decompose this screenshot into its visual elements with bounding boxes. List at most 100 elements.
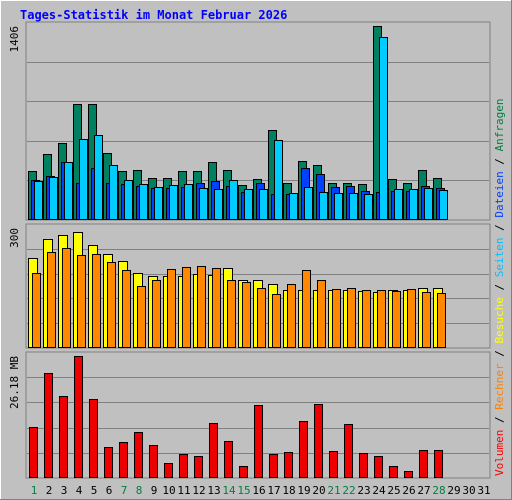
bar-seiten-day-9 [154,187,163,220]
bar-volumen-day-5 [89,399,98,478]
bar-volumen-day-21 [329,451,338,478]
day-label-25: 25 [387,484,400,497]
legend-item: / [493,277,506,297]
bar-seiten-day-16 [259,189,268,220]
bar-seiten-day-3 [64,162,73,220]
bar-volumen-day-27 [419,450,428,478]
day-label-11: 11 [177,484,190,497]
day-label-31: 31 [477,484,490,497]
bar-volumen-day-2 [44,373,53,478]
bar-seiten-day-2 [49,177,58,220]
bar-seiten-day-11 [184,184,193,220]
bar-volumen-day-19 [299,421,308,478]
day-label-29: 29 [447,484,460,497]
bar-seiten-day-17 [274,140,283,220]
bar-rechner-day-27 [422,292,431,348]
day-label-24: 24 [372,484,386,497]
bar-seiten-day-27 [424,188,433,220]
bar-volumen-day-14 [224,441,233,478]
day-label-21: 21 [327,484,340,497]
day-label-4: 4 [76,484,83,497]
day-label-1: 1 [31,484,38,497]
day-label-3: 3 [61,484,68,497]
legend: Volumen / Rechner / Besuche / Seiten / D… [493,98,506,476]
bar-rechner-day-25 [392,291,401,348]
day-label-19: 19 [297,484,310,497]
frame-highlight-top [0,0,512,1]
bar-rechner-day-9 [152,280,161,348]
bar-rechner-day-15 [242,282,251,348]
bar-volumen-day-16 [254,405,263,478]
day-label-28: 28 [432,484,445,497]
bar-volumen-day-23 [359,453,368,478]
bar-seiten-day-12 [199,188,208,220]
bar-volumen-day-3 [59,396,68,478]
day-label-7: 7 [121,484,128,497]
day-label-17: 17 [267,484,280,497]
legend-item: Volumen [493,430,506,476]
y-max-label-bottom: 26.18 MB [8,356,21,409]
day-label-22: 22 [342,484,355,497]
legend-item: Dateien [493,171,506,217]
bar-volumen-day-15 [239,466,248,478]
day-label-23: 23 [357,484,370,497]
bar-seiten-day-14 [229,180,238,220]
day-label-12: 12 [192,484,205,497]
bar-rechner-day-17 [272,294,281,348]
bar-volumen-day-4 [74,356,83,478]
legend-item: / [493,344,506,364]
bar-volumen-day-9 [149,445,158,478]
bar-seiten-day-20 [319,192,328,220]
day-label-26: 26 [402,484,415,497]
day-label-27: 27 [417,484,430,497]
bar-rechner-day-23 [362,290,371,348]
bar-seiten-day-7 [124,180,133,220]
bar-volumen-day-1 [29,427,38,478]
day-label-14: 14 [222,484,236,497]
bar-volumen-day-10 [164,463,173,478]
bar-rechner-day-13 [212,268,221,348]
bar-seiten-day-13 [214,189,223,220]
day-label-8: 8 [136,484,143,497]
bar-rechner-day-28 [437,293,446,348]
bar-rechner-day-14 [227,280,236,348]
bar-seiten-day-1 [34,181,43,220]
bar-rechner-day-20 [317,280,326,348]
bar-volumen-day-24 [374,456,383,478]
bar-seiten-day-4 [79,139,88,220]
bar-volumen-day-12 [194,456,203,478]
day-label-18: 18 [282,484,295,497]
day-label-10: 10 [162,484,175,497]
bar-rechner-day-2 [47,252,56,348]
y-max-label-top: 1406 [8,26,21,53]
day-label-6: 6 [106,484,113,497]
chart-title: Tages-Statistik im Monat Februar 2026 [20,8,288,22]
bar-rechner-day-21 [332,289,341,348]
bar-seiten-day-23 [364,194,373,220]
day-label-30: 30 [462,484,475,497]
bar-seiten-day-5 [94,135,103,220]
day-label-16: 16 [252,484,265,497]
bar-rechner-day-3 [62,248,71,348]
bar-seiten-day-19 [304,187,313,220]
bar-seiten-day-10 [169,185,178,220]
day-label-13: 13 [207,484,220,497]
bar-seiten-day-18 [289,193,298,220]
bar-rechner-day-16 [257,288,266,348]
bar-volumen-day-7 [119,442,128,478]
bar-volumen-day-18 [284,452,293,478]
bar-rechner-day-1 [32,273,41,348]
bar-rechner-day-12 [197,266,206,348]
bar-rechner-day-4 [77,255,86,348]
day-label-9: 9 [151,484,158,497]
legend-item: Besuche [493,297,506,343]
legend-item: Anfragen [493,98,506,151]
bar-seiten-day-21 [334,193,343,220]
bar-volumen-day-13 [209,423,218,478]
bar-volumen-day-25 [389,466,398,478]
bar-seiten-day-22 [349,193,358,220]
bar-seiten-day-25 [394,189,403,220]
bar-rechner-day-5 [92,254,101,348]
bar-rechner-day-6 [107,262,116,348]
